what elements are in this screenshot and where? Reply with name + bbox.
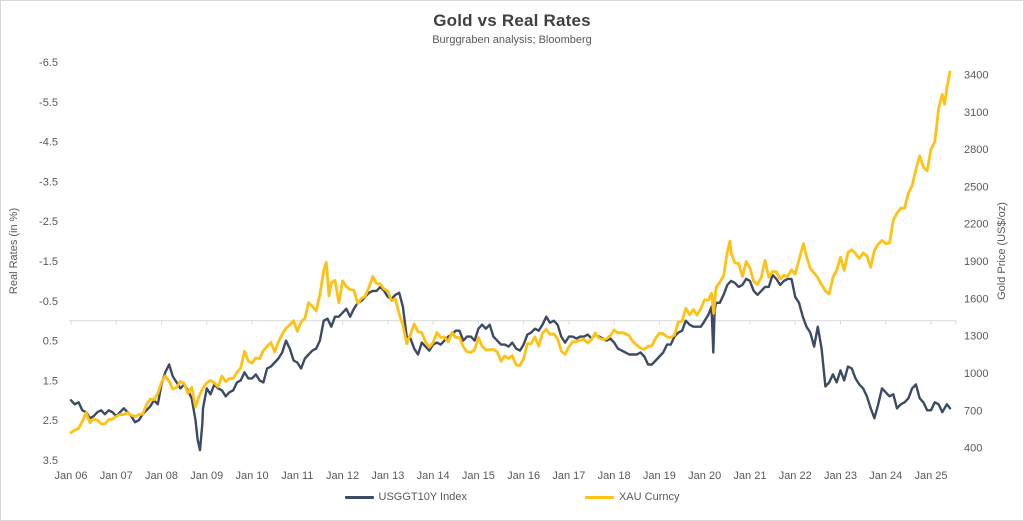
left-tick-label: 3.5	[43, 455, 58, 467]
x-tick-label: Jan 18	[598, 470, 631, 482]
left-tick-label: -0.5	[39, 296, 58, 308]
right-tick-label: 1300	[964, 331, 988, 343]
x-tick-label: Jan 08	[145, 470, 178, 482]
left-tick-label: -4.5	[39, 137, 58, 149]
x-tick-label: Jan 13	[371, 470, 404, 482]
x-tick-label: Jan 06	[54, 470, 87, 482]
left-tick-label: 1.5	[43, 375, 58, 387]
x-tick-label: Jan 14	[417, 470, 450, 482]
legend-label: USGGT10Y Index	[378, 491, 467, 503]
chart-title: Gold vs Real Rates	[433, 11, 591, 30]
left-tick-label: 0.5	[43, 336, 58, 348]
x-tick-label: Jan 20	[688, 470, 721, 482]
legend-item: XAU Curncy	[584, 491, 680, 503]
x-tick-label: Jan 21	[733, 470, 766, 482]
x-tick-label: Jan 15	[462, 470, 495, 482]
x-tick-label: Jan 12	[326, 470, 359, 482]
left-tick-label: -6.5	[39, 57, 58, 69]
legend-line-swatch	[344, 495, 374, 499]
right-tick-label: 400	[964, 443, 982, 455]
x-tick-label: Jan 19	[643, 470, 676, 482]
left-tick-label: -5.5	[39, 97, 58, 109]
chart-subtitle: Burggraben analysis; Bloomberg	[432, 34, 592, 46]
right-tick-label: 1900	[964, 256, 988, 268]
right-axis-title: Gold Price (US$/oz)	[996, 202, 1008, 300]
legend-line-swatch	[584, 495, 614, 499]
left-tick-label: -2.5	[39, 216, 58, 228]
chart-generated-layer: Jan 06 Jan 07 Jan 08 Jan 09 Jan 10 Jan 11 Jan …	[39, 57, 988, 482]
series-line-xau-curncy	[69, 70, 952, 435]
legend-label: XAU Curncy	[618, 491, 680, 503]
left-tick-label: 2.5	[43, 415, 58, 427]
right-tick-label: 2500	[964, 181, 988, 193]
right-tick-label: 1600	[964, 293, 988, 305]
x-tick-label: Jan 24	[869, 470, 902, 482]
right-tick-label: 3100	[964, 107, 988, 119]
x-tick-label: Jan 07	[100, 470, 133, 482]
series-line-usggt10y-index	[69, 273, 952, 452]
x-tick-label: Jan 25	[914, 470, 947, 482]
left-tick-label: -1.5	[39, 256, 58, 268]
right-tick-label: 2200	[964, 219, 988, 231]
right-tick-label: 700	[964, 405, 982, 417]
x-tick-label: Jan 09	[190, 470, 223, 482]
x-tick-label: Jan 23	[824, 470, 857, 482]
x-tick-label: Jan 17	[552, 470, 585, 482]
right-tick-label: 1000	[964, 368, 988, 380]
right-tick-label: 3400	[964, 69, 988, 81]
x-tick-label: Jan 11	[281, 470, 313, 482]
legend: USGGT10Y Index XAU Curncy	[1, 491, 1023, 503]
right-tick-label: 2800	[964, 144, 988, 156]
legend-item: USGGT10Y Index	[344, 491, 467, 503]
x-tick-label: Jan 10	[236, 470, 269, 482]
x-tick-label: Jan 16	[507, 470, 540, 482]
left-tick-label: -3.5	[39, 176, 58, 188]
x-tick-label: Jan 22	[779, 470, 812, 482]
left-axis-title: Real Rates (in %)	[8, 208, 20, 294]
